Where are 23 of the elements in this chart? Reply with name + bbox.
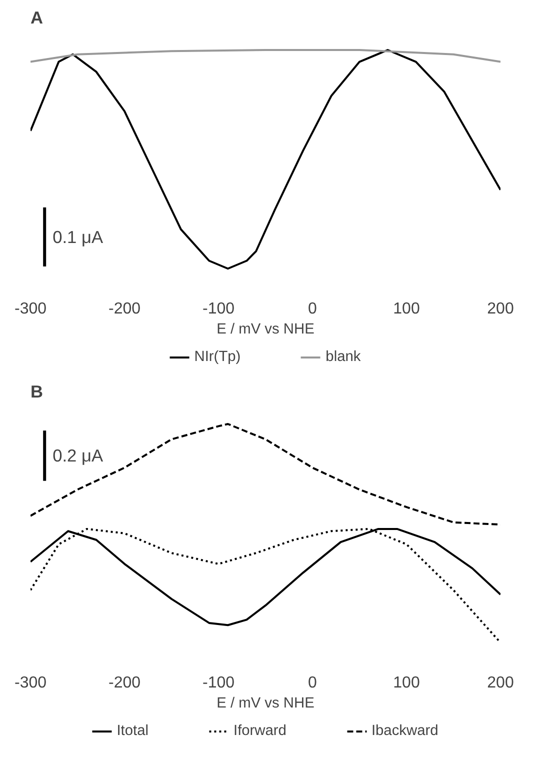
x-tick-label: 100 — [393, 300, 420, 318]
legend-label: Ibackward — [371, 723, 438, 739]
annotation: 0.1 μA — [52, 226, 104, 247]
x-tick-label: -300 — [14, 300, 47, 318]
chart-title: B — [30, 382, 44, 402]
x-tick-label: -100 — [202, 300, 235, 318]
legend-label: blank — [326, 349, 361, 365]
x-tick-label: 200 — [487, 300, 514, 318]
x-tick-label: 200 — [487, 674, 514, 692]
annotation: 0.2 μA — [52, 446, 104, 466]
x-tick-label: -100 — [202, 674, 235, 692]
x-tick-label: -200 — [108, 674, 141, 692]
x-axis-title: E / mV vs NHE — [216, 322, 315, 338]
x-tick-label: -300 — [14, 674, 47, 692]
legend-label: Iforward — [234, 723, 286, 739]
x-tick-label: 100 — [393, 674, 420, 692]
chart-title: A — [30, 8, 44, 28]
legend-label: Itotal — [116, 723, 149, 739]
x-tick-label: 0 — [308, 674, 318, 692]
x-tick-label: 0 — [308, 300, 318, 318]
legend-label: NIr(Tp) — [194, 349, 241, 365]
x-axis-title: E / mV vs NHE — [216, 696, 315, 712]
x-tick-label: -200 — [108, 300, 141, 318]
